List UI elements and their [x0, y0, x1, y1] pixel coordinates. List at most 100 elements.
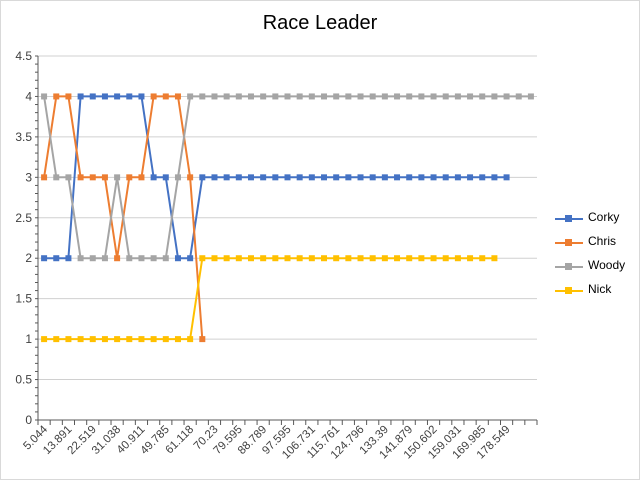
- data-point-corky: [381, 174, 388, 181]
- data-point-chris: [101, 174, 108, 181]
- y-tick-label: 3: [25, 170, 32, 184]
- data-point-nick: [77, 336, 84, 343]
- legend-marker: [565, 215, 572, 222]
- legend-marker: [565, 263, 572, 270]
- data-point-nick: [430, 255, 437, 262]
- data-point-corky: [272, 174, 279, 181]
- legend-label: Nick: [588, 282, 612, 296]
- data-point-woody: [296, 93, 303, 100]
- data-point-corky: [491, 174, 498, 181]
- data-point-nick: [150, 336, 157, 343]
- data-point-corky: [284, 174, 291, 181]
- data-point-woody: [77, 255, 84, 262]
- data-point-nick: [65, 336, 72, 343]
- data-point-chris: [199, 336, 206, 343]
- data-point-woody: [284, 93, 291, 100]
- data-point-woody: [272, 93, 279, 100]
- data-point-woody: [150, 255, 157, 262]
- data-point-nick: [321, 255, 328, 262]
- y-tick-label: 1.5: [15, 292, 32, 306]
- x-tick-label: 61.118: [163, 424, 196, 457]
- data-point-corky: [235, 174, 242, 181]
- data-point-nick: [308, 255, 315, 262]
- legend-marker: [565, 239, 572, 246]
- data-point-nick: [333, 255, 340, 262]
- data-point-woody: [187, 93, 194, 100]
- data-point-woody: [430, 93, 437, 100]
- data-point-woody: [321, 93, 328, 100]
- data-point-corky: [308, 174, 315, 181]
- data-point-nick: [138, 336, 145, 343]
- data-point-corky: [296, 174, 303, 181]
- data-point-nick: [235, 255, 242, 262]
- data-point-nick: [41, 336, 48, 343]
- data-point-nick: [53, 336, 60, 343]
- data-point-nick: [357, 255, 364, 262]
- data-point-woody: [503, 93, 510, 100]
- data-point-nick: [394, 255, 401, 262]
- data-point-woody: [418, 93, 425, 100]
- data-point-corky: [357, 174, 364, 181]
- data-point-corky: [345, 174, 352, 181]
- data-point-nick: [284, 255, 291, 262]
- data-point-woody: [53, 174, 60, 181]
- data-point-chris: [162, 93, 169, 100]
- data-point-nick: [211, 255, 218, 262]
- data-point-chris: [138, 174, 145, 181]
- legend-marker: [565, 287, 572, 294]
- data-point-corky: [479, 174, 486, 181]
- data-point-woody: [41, 93, 48, 100]
- data-point-woody: [454, 93, 461, 100]
- legend-label: Woody: [588, 258, 626, 272]
- data-point-corky: [53, 255, 60, 262]
- data-point-woody: [491, 93, 498, 100]
- data-point-corky: [406, 174, 413, 181]
- data-point-nick: [467, 255, 474, 262]
- data-point-woody: [406, 93, 413, 100]
- data-point-corky: [77, 93, 84, 100]
- data-point-nick: [89, 336, 96, 343]
- data-point-woody: [394, 93, 401, 100]
- data-point-nick: [381, 255, 388, 262]
- data-point-corky: [41, 255, 48, 262]
- data-point-chris: [77, 174, 84, 181]
- chart-title: Race Leader: [262, 12, 378, 34]
- data-point-corky: [260, 174, 267, 181]
- data-point-nick: [114, 336, 121, 343]
- data-point-corky: [126, 93, 133, 100]
- data-point-corky: [211, 174, 218, 181]
- data-point-corky: [503, 174, 510, 181]
- data-point-woody: [114, 174, 121, 181]
- data-point-corky: [321, 174, 328, 181]
- data-point-nick: [174, 336, 181, 343]
- data-point-corky: [138, 93, 145, 100]
- data-point-chris: [89, 174, 96, 181]
- data-point-corky: [442, 174, 449, 181]
- data-point-woody: [527, 93, 534, 100]
- data-point-woody: [369, 93, 376, 100]
- y-tick-label: 0: [25, 413, 32, 427]
- data-point-nick: [369, 255, 376, 262]
- data-point-chris: [114, 255, 121, 262]
- data-point-nick: [296, 255, 303, 262]
- data-point-woody: [247, 93, 254, 100]
- data-point-corky: [89, 93, 96, 100]
- legend-label: Corky: [588, 210, 620, 224]
- data-point-nick: [101, 336, 108, 343]
- data-point-corky: [174, 255, 181, 262]
- data-point-woody: [260, 93, 267, 100]
- data-point-woody: [199, 93, 206, 100]
- data-point-chris: [174, 93, 181, 100]
- data-point-woody: [515, 93, 522, 100]
- data-point-chris: [126, 174, 133, 181]
- data-point-woody: [89, 255, 96, 262]
- data-point-corky: [101, 93, 108, 100]
- data-point-corky: [333, 174, 340, 181]
- data-point-woody: [101, 255, 108, 262]
- data-point-woody: [65, 174, 72, 181]
- data-point-corky: [223, 174, 230, 181]
- data-point-nick: [126, 336, 133, 343]
- data-point-nick: [260, 255, 267, 262]
- data-point-corky: [162, 174, 169, 181]
